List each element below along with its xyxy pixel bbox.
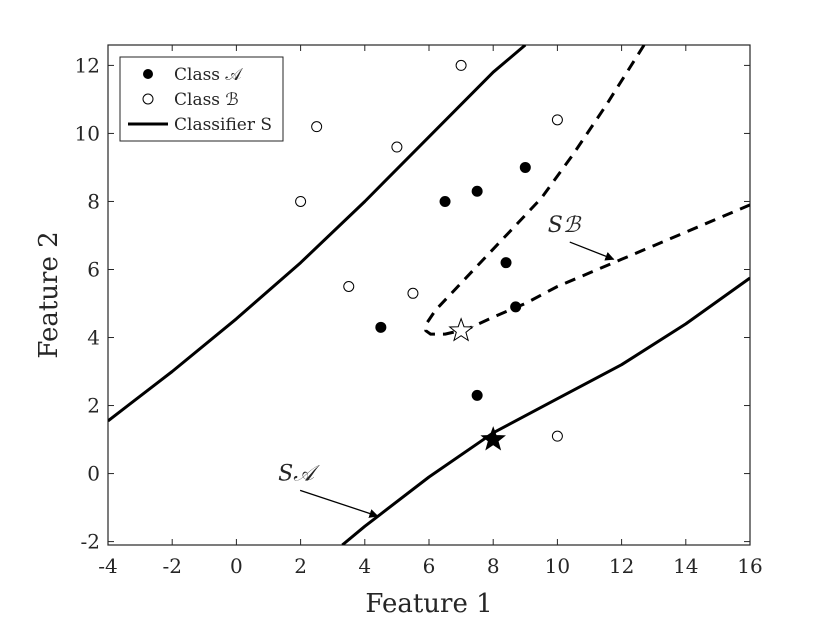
legend-label-classifier: Classifier S xyxy=(174,115,272,135)
y-tick-label: 2 xyxy=(87,394,100,418)
x-tick-label: -4 xyxy=(98,554,117,578)
class-b-point xyxy=(551,114,563,126)
y-tick-label: 6 xyxy=(87,257,100,281)
class-b-point xyxy=(391,141,403,153)
class-b-point xyxy=(295,195,307,207)
y-tick-label: -2 xyxy=(81,530,100,554)
annotations: S𝒜 Sℬ xyxy=(278,213,615,518)
class-a-point xyxy=(519,161,531,173)
annotation-arrow xyxy=(569,241,615,261)
x-axis-label: Feature 1 xyxy=(365,589,492,619)
y-tick-label: 0 xyxy=(87,462,100,486)
y-axis-label: Feature 2 xyxy=(34,231,64,358)
data-points xyxy=(295,59,563,451)
annotation-label: S𝒜 xyxy=(278,461,320,486)
class-b-point xyxy=(551,430,563,442)
class-a-point xyxy=(510,301,522,313)
class-a-point xyxy=(439,195,451,207)
x-axis: -4 -2 0 2 4 6 8 10 12 14 16 xyxy=(98,45,763,578)
classifier-line xyxy=(341,276,750,545)
legend-marker-class-a xyxy=(143,69,153,79)
class-a-point xyxy=(500,257,512,269)
x-tick-label: 16 xyxy=(737,554,762,578)
legend-label-class-b: Class ℬ xyxy=(174,90,239,110)
y-tick-label: 8 xyxy=(87,189,100,213)
x-tick-label: 4 xyxy=(358,554,371,578)
class-a-point xyxy=(375,321,387,333)
annotation-label: Sℬ xyxy=(548,213,582,238)
x-tick-label: 10 xyxy=(545,554,570,578)
dashed-boundary-line xyxy=(424,45,750,336)
annotation-arrow xyxy=(299,489,379,518)
x-tick-label: 14 xyxy=(673,554,698,578)
x-tick-label: 0 xyxy=(230,554,243,578)
y-axis: -2 0 2 4 6 8 10 12 xyxy=(75,53,750,554)
legend: Class 𝒜 Class ℬ Classifier S xyxy=(119,56,284,142)
x-tick-label: 8 xyxy=(487,554,500,578)
y-tick-label: 12 xyxy=(75,53,100,77)
class-b-point xyxy=(455,59,467,71)
class-b-point xyxy=(407,287,419,299)
classifier-line xyxy=(108,45,527,423)
x-tick-label: 12 xyxy=(609,554,634,578)
y-tick-label: 4 xyxy=(87,326,100,350)
legend-label-class-a: Class 𝒜 xyxy=(174,65,243,85)
x-tick-label: -2 xyxy=(162,554,181,578)
legend-marker-class-b xyxy=(142,93,154,105)
boundary-lines xyxy=(108,45,750,545)
class-a-point xyxy=(471,389,483,401)
class-b-point xyxy=(343,280,355,292)
open-star-marker xyxy=(448,317,474,342)
x-tick-label: 6 xyxy=(423,554,436,578)
class-b-point xyxy=(311,121,323,133)
x-tick-label: 2 xyxy=(294,554,307,578)
y-tick-label: 10 xyxy=(75,121,100,145)
class-a-point xyxy=(471,185,483,197)
filled-star-marker xyxy=(480,426,506,451)
